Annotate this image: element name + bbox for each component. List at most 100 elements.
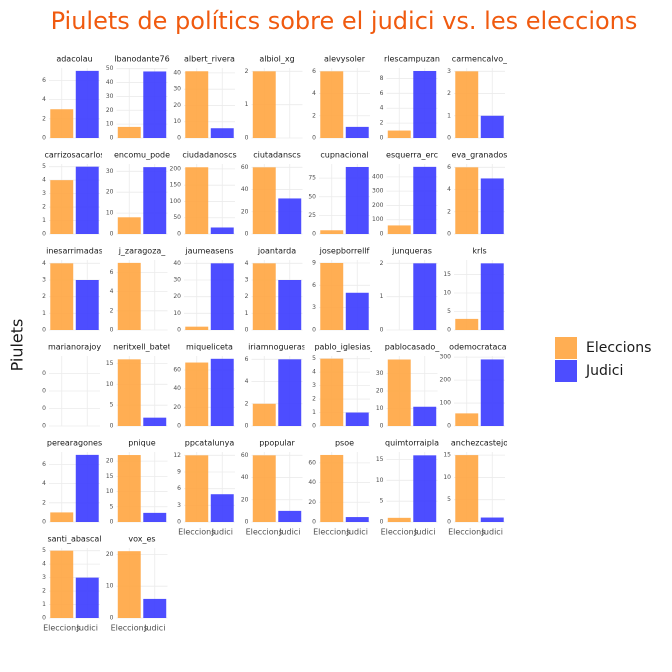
bar — [320, 262, 344, 330]
y-tick-label: 4 — [312, 90, 316, 97]
y-tick-label: 2 — [312, 112, 316, 119]
facet-title: iriamnogueras — [248, 343, 306, 352]
bar — [117, 126, 141, 138]
facet-title: pnique — [128, 439, 156, 448]
y-tick-label: 15 — [106, 360, 114, 367]
y-tick-label: 9 — [312, 259, 316, 266]
y-tick-label: 0 — [312, 423, 316, 430]
y-tick-label: 6 — [312, 68, 316, 75]
y-tick-label: 0 — [110, 519, 114, 526]
x-tick-label: Judici — [413, 528, 435, 537]
y-tick-label: 0 — [42, 231, 46, 238]
x-tick-label: Judici — [143, 624, 165, 633]
bar — [413, 263, 437, 330]
y-tick-label: 300 — [440, 354, 452, 361]
x-tick-label: Eleccions — [313, 528, 350, 537]
bar — [75, 454, 99, 522]
y-tick-label: 1 — [312, 409, 316, 416]
y-tick-label: 0 — [245, 231, 249, 238]
bar — [455, 455, 479, 522]
y-tick-label: 3 — [312, 304, 316, 311]
bar — [320, 358, 344, 426]
y-tick-label: 0 — [447, 519, 451, 526]
y-tick-label: 6 — [380, 90, 384, 97]
bar — [252, 167, 276, 234]
y-tick-label: 0 — [447, 327, 451, 334]
y-tick-label: 2 — [245, 400, 249, 407]
bar — [252, 403, 276, 426]
bar — [387, 130, 411, 138]
y-tick-label: 0 — [312, 135, 316, 142]
y-tick-label: 5 — [110, 402, 114, 409]
bar — [75, 280, 99, 330]
y-tick-label: 0 — [245, 135, 249, 142]
bar — [210, 358, 234, 426]
bar — [455, 71, 479, 138]
y-tick-label: 20 — [173, 293, 181, 300]
y-tick-label: 0 — [42, 388, 46, 395]
y-tick-label: 20 — [241, 208, 249, 215]
y-tick-label: 1 — [42, 601, 46, 608]
y-tick-label: 0 — [110, 135, 114, 142]
y-tick-label: 2 — [380, 260, 384, 267]
y-tick-label: 3 — [447, 68, 451, 75]
bar — [50, 550, 74, 618]
y-tick-label: 0 — [42, 405, 46, 412]
y-tick-label: 0 — [177, 327, 181, 334]
y-tick-label: 40 — [173, 385, 181, 392]
facet-title: lbanodante76 — [114, 55, 169, 64]
y-tick-label: 5 — [447, 308, 451, 315]
bar — [278, 198, 302, 234]
y-tick-label: 5 — [312, 355, 316, 362]
bar — [252, 263, 276, 330]
y-tick-label: 200 — [372, 202, 384, 209]
legend-swatch — [555, 337, 577, 359]
bar — [480, 263, 504, 330]
y-tick-label: 40 — [173, 69, 181, 76]
y-tick-label: 6 — [110, 269, 114, 276]
facet-title: psoe — [335, 439, 354, 448]
y-tick-label: 10 — [106, 381, 114, 388]
bar — [480, 359, 504, 426]
y-tick-label: 4 — [42, 480, 46, 487]
y-tick-label: 100 — [372, 216, 384, 223]
y-tick-label: 30 — [106, 93, 114, 100]
y-tick-label: 20 — [173, 102, 181, 109]
y-tick-label: 4 — [42, 561, 46, 568]
y-tick-label: 15 — [443, 452, 451, 459]
y-tick-label: 0 — [42, 519, 46, 526]
y-tick-label: 8 — [380, 75, 384, 82]
x-tick-label: Judici — [76, 624, 98, 633]
bar — [278, 359, 302, 426]
y-tick-label: 4 — [42, 96, 46, 103]
y-tick-label: 30 — [376, 370, 384, 377]
bar — [117, 359, 141, 426]
y-tick-label: 0 — [380, 423, 384, 430]
facet-title: j_zaragoza_ — [118, 247, 167, 256]
x-tick-label: Judici — [346, 528, 368, 537]
bar — [117, 455, 141, 522]
y-tick-label: 20 — [173, 404, 181, 411]
facet-title: miqueliceta — [186, 343, 233, 352]
y-tick-label: 0 — [447, 423, 451, 430]
y-tick-label: 0 — [380, 135, 384, 142]
y-tick-label: 0 — [312, 231, 316, 238]
y-tick-label: 0 — [110, 423, 114, 430]
legend-swatch — [555, 360, 577, 382]
y-tick-label: 200 — [440, 377, 452, 384]
y-tick-label: 10 — [106, 583, 114, 590]
bar — [50, 180, 74, 234]
y-tick-label: 2 — [42, 293, 46, 300]
y-tick-label: 2 — [42, 204, 46, 211]
facet-title: josepborrellf — [319, 247, 370, 256]
y-tick-label: 2 — [447, 90, 451, 97]
bar — [143, 417, 167, 426]
y-tick-label: 0 — [42, 370, 46, 377]
bar — [345, 517, 369, 522]
x-tick-label: Judici — [278, 528, 300, 537]
y-tick-label: 2 — [42, 588, 46, 595]
bar — [210, 128, 234, 138]
bar — [345, 292, 369, 330]
y-tick-label: 2 — [447, 208, 451, 215]
y-tick-label: 1 — [245, 310, 249, 317]
